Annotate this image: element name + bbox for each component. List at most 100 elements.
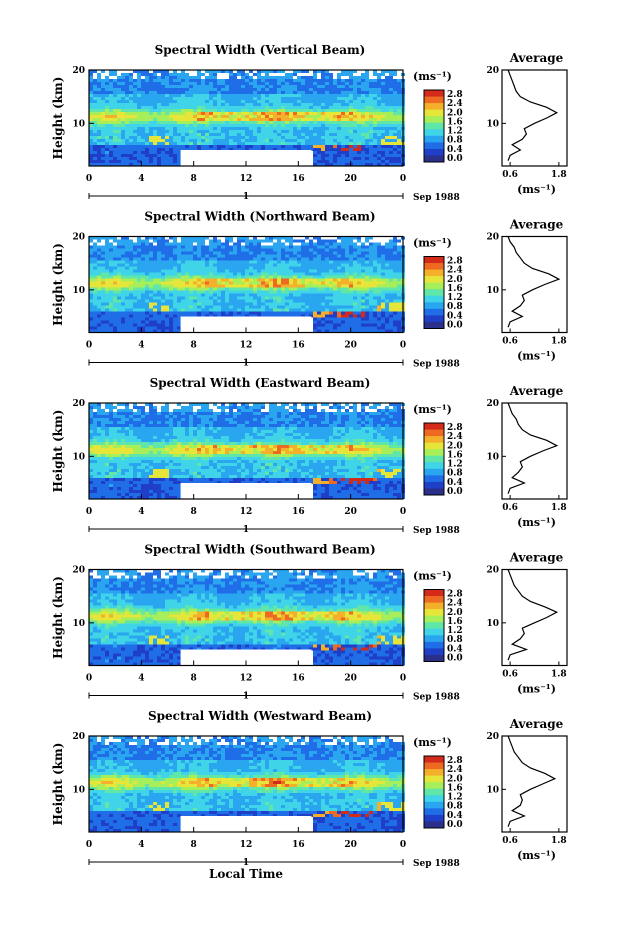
x-tick-label: 8 <box>191 341 197 351</box>
colorbar-segment <box>424 142 444 150</box>
average-profile-line <box>507 735 557 827</box>
colorbar-segment <box>424 589 444 597</box>
local-time-label: Local Time <box>209 867 283 881</box>
y-axis-label: Height (km) <box>51 576 65 659</box>
colorbar-tick-label: 1.2 <box>447 626 463 636</box>
colorbar-segment <box>424 122 444 130</box>
colorbar-segment <box>424 449 444 457</box>
panel-5: Spectral Width (Westward Beam)2010Height… <box>51 709 568 869</box>
avg-y-tick-label: 20 <box>486 566 499 576</box>
colorbar-segment <box>424 109 444 117</box>
colorbar-tick-label: 2.8 <box>447 423 463 433</box>
colorbar-tick-label: 2.4 <box>447 432 463 442</box>
colorbar-segment <box>424 429 444 437</box>
average-title: Average <box>509 51 564 65</box>
x-tick-label: 16 <box>292 840 305 850</box>
y-tick-label: 10 <box>72 619 85 629</box>
x-tick-label: 12 <box>240 341 253 351</box>
colorbar-segment <box>424 814 444 822</box>
colorbar-tick-label: 0.8 <box>447 802 463 812</box>
colorbar-segment <box>424 821 444 829</box>
heatmap-field <box>89 403 405 499</box>
x-tick-label: 4 <box>138 507 144 517</box>
heatmap-field <box>89 236 405 333</box>
average-frame <box>501 235 568 334</box>
colorbar-tick-label: 2.8 <box>447 590 463 600</box>
colorbar-segment <box>424 269 444 277</box>
colorbar-segment <box>424 654 444 662</box>
day-marker: 1 <box>243 359 249 369</box>
day-marker: 1 <box>243 192 249 202</box>
average-unit: (ms⁻¹) <box>517 683 556 696</box>
colorbar-frame <box>423 422 445 496</box>
colorbar-tick-label: 0.4 <box>447 145 463 155</box>
colorbar-segment <box>424 609 444 617</box>
average-profile-line <box>507 236 561 328</box>
date-label: Sep 1988 <box>413 360 460 370</box>
colorbar-segment <box>424 308 444 316</box>
colorbar-tick-label: 0.0 <box>447 154 463 164</box>
colorbar-tick-label: 0.0 <box>447 487 463 497</box>
colorbar-tick-label: 0.0 <box>447 654 463 664</box>
y-tick-label: 20 <box>72 732 85 742</box>
x-tick-label: 8 <box>191 840 197 850</box>
x-tick-label: 20 <box>344 674 357 684</box>
colorbar-segment <box>424 762 444 770</box>
colorbar-tick-label: 0.4 <box>447 311 463 321</box>
panel-1: Spectral Width (Vertical Beam)2010Height… <box>51 43 568 203</box>
colorbar-tick-label: 1.2 <box>447 460 463 470</box>
colorbar-unit: (ms⁻¹) <box>413 237 452 250</box>
x-tick-label: 0 <box>86 507 92 517</box>
data-gap <box>180 150 312 166</box>
avg-y-tick-label: 10 <box>486 785 499 795</box>
day-marker: 1 <box>243 525 249 535</box>
colorbar-segment <box>424 90 444 98</box>
colorbar-segment <box>424 641 444 649</box>
avg-y-tick-label: 10 <box>486 119 499 129</box>
colorbar-frame <box>423 89 445 163</box>
x-tick-label: 0 <box>86 174 92 184</box>
data-gap <box>180 649 312 666</box>
avg-y-tick-label: 20 <box>486 233 499 243</box>
avg-y-tick-label: 10 <box>486 286 499 296</box>
colorbar-tick-label: 2.0 <box>447 275 463 285</box>
date-label: Sep 1988 <box>413 193 460 203</box>
colorbar-tick-label: 0.0 <box>447 820 463 830</box>
colorbar-tick-label: 2.0 <box>447 441 463 451</box>
average-unit: (ms⁻¹) <box>517 516 556 529</box>
x-tick-label: 12 <box>240 174 253 184</box>
colorbar-segment <box>424 481 444 489</box>
avg-x-tick-label: 0.6 <box>502 670 518 680</box>
y-tick-label: 10 <box>72 452 85 462</box>
x-tick-label: 8 <box>191 174 197 184</box>
x-tick-label: 16 <box>292 674 305 684</box>
average-title: Average <box>509 384 564 398</box>
average-frame <box>501 735 568 833</box>
colorbar-tick-label: 2.8 <box>447 90 463 100</box>
colorbar-segment <box>424 442 444 450</box>
average-frame <box>501 402 568 500</box>
x-tick-label: 8 <box>191 674 197 684</box>
colorbar-frame <box>423 589 445 662</box>
colorbar-frame <box>423 755 445 829</box>
colorbar-segment <box>424 295 444 303</box>
x-tick-label: 4 <box>138 341 144 351</box>
colorbar-segment <box>424 788 444 796</box>
average-title: Average <box>509 551 564 565</box>
x-tick-label: 16 <box>292 174 305 184</box>
colorbar-segment <box>424 263 444 271</box>
heatmap-field <box>89 70 405 166</box>
colorbar-segment <box>424 256 444 264</box>
colorbar-tick-label: 1.2 <box>447 293 463 303</box>
colorbar-tick-label: 1.2 <box>447 127 463 137</box>
x-tick-label: 4 <box>138 674 144 684</box>
x-tick-label: 12 <box>240 507 253 517</box>
colorbar-tick-label: 2.0 <box>447 774 463 784</box>
data-gap <box>180 816 312 832</box>
colorbar-segment <box>424 756 444 764</box>
colorbar-segment <box>424 436 444 444</box>
x-tick-label: 12 <box>240 674 253 684</box>
colorbar-tick-label: 1.6 <box>447 450 463 460</box>
colorbar-segment <box>424 596 444 604</box>
